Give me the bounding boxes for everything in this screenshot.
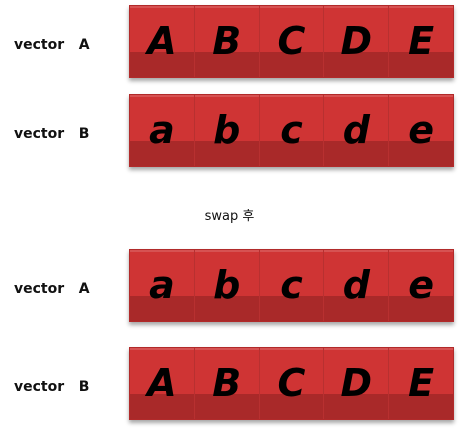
vector-bar: A B C D E <box>129 347 454 420</box>
vector-cell: b <box>193 250 259 321</box>
cell-value: C <box>277 360 306 405</box>
cell-value: c <box>280 107 303 152</box>
vector-cell: B <box>193 348 259 419</box>
vector-cell: E <box>388 348 453 419</box>
cell-value: d <box>342 262 370 307</box>
vector-cell: d <box>323 95 388 166</box>
vector-cell: e <box>388 250 453 321</box>
vector-cell: D <box>323 348 388 419</box>
vector-bar: A B C D E <box>129 5 454 78</box>
vector-label: vector A <box>14 37 90 53</box>
cell-value: d <box>342 107 370 152</box>
vector-cell: A <box>130 348 194 419</box>
cell-value: E <box>408 360 435 405</box>
vector-cell: d <box>323 250 388 321</box>
vector-cell: D <box>323 6 388 77</box>
vector-cell: b <box>193 95 259 166</box>
vector-cell: c <box>258 95 324 166</box>
swap-caption: swap 후 <box>204 209 255 224</box>
cell-value: A <box>147 360 177 405</box>
cell-value: D <box>340 18 373 63</box>
vector-cell: E <box>388 6 453 77</box>
vector-cell: a <box>130 250 194 321</box>
vector-cell: B <box>193 6 259 77</box>
cell-value: a <box>149 107 175 152</box>
cell-value: B <box>212 360 242 405</box>
cell-value: E <box>408 18 435 63</box>
vector-bar: a b c d e <box>129 94 454 167</box>
row-before-vector-b: vector B a b c d e <box>0 94 459 174</box>
cell-value: b <box>213 107 241 152</box>
vector-cell: C <box>258 348 324 419</box>
vector-cell: C <box>258 6 324 77</box>
cell-value: C <box>277 18 306 63</box>
vector-cell: c <box>258 250 324 321</box>
cell-value: B <box>212 18 242 63</box>
vector-bar: a b c d e <box>129 249 454 322</box>
row-after-vector-a: vector A a b c d e <box>0 249 459 329</box>
row-after-vector-b: vector B A B C D E <box>0 347 459 427</box>
vector-label: vector B <box>14 126 90 142</box>
cell-value: b <box>213 262 241 307</box>
row-before-vector-a: vector A A B C D E <box>0 5 459 85</box>
cell-value: e <box>408 262 434 307</box>
cell-value: a <box>149 262 175 307</box>
vector-label: vector A <box>14 281 90 297</box>
cell-value: D <box>340 360 373 405</box>
vector-cell: a <box>130 95 194 166</box>
vector-label: vector B <box>14 379 90 395</box>
vector-cell: A <box>130 6 194 77</box>
vector-cell: e <box>388 95 453 166</box>
cell-value: A <box>147 18 177 63</box>
cell-value: c <box>280 262 303 307</box>
cell-value: e <box>408 107 434 152</box>
